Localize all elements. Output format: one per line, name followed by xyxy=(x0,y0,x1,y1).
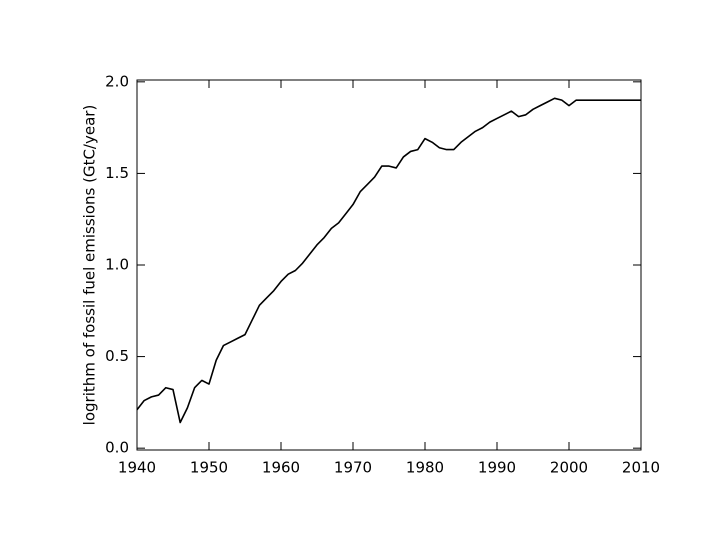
x-tick-label: 1980 xyxy=(406,459,444,477)
x-tick-label: 1990 xyxy=(478,459,516,477)
x-tick-label: 1940 xyxy=(118,459,156,477)
x-tick-label: 1950 xyxy=(190,459,228,477)
x-tick-label: 1970 xyxy=(334,459,372,477)
data-line xyxy=(136,97,641,424)
y-tick-label: 2.0 xyxy=(105,72,129,90)
x-tick-label: 2000 xyxy=(550,459,588,477)
plot-frame xyxy=(136,79,642,451)
x-tick-label: 1960 xyxy=(262,459,300,477)
y-tick-label: 0.0 xyxy=(105,439,129,457)
y-tick-label: 0.5 xyxy=(105,347,129,365)
y-tick-label: 1.0 xyxy=(105,256,129,274)
x-tick-label: 2010 xyxy=(622,459,660,477)
y-tick-label: 1.5 xyxy=(105,164,129,182)
y-axis-label: logrithm of fossil fuel emissions (GtC/y… xyxy=(81,105,99,426)
